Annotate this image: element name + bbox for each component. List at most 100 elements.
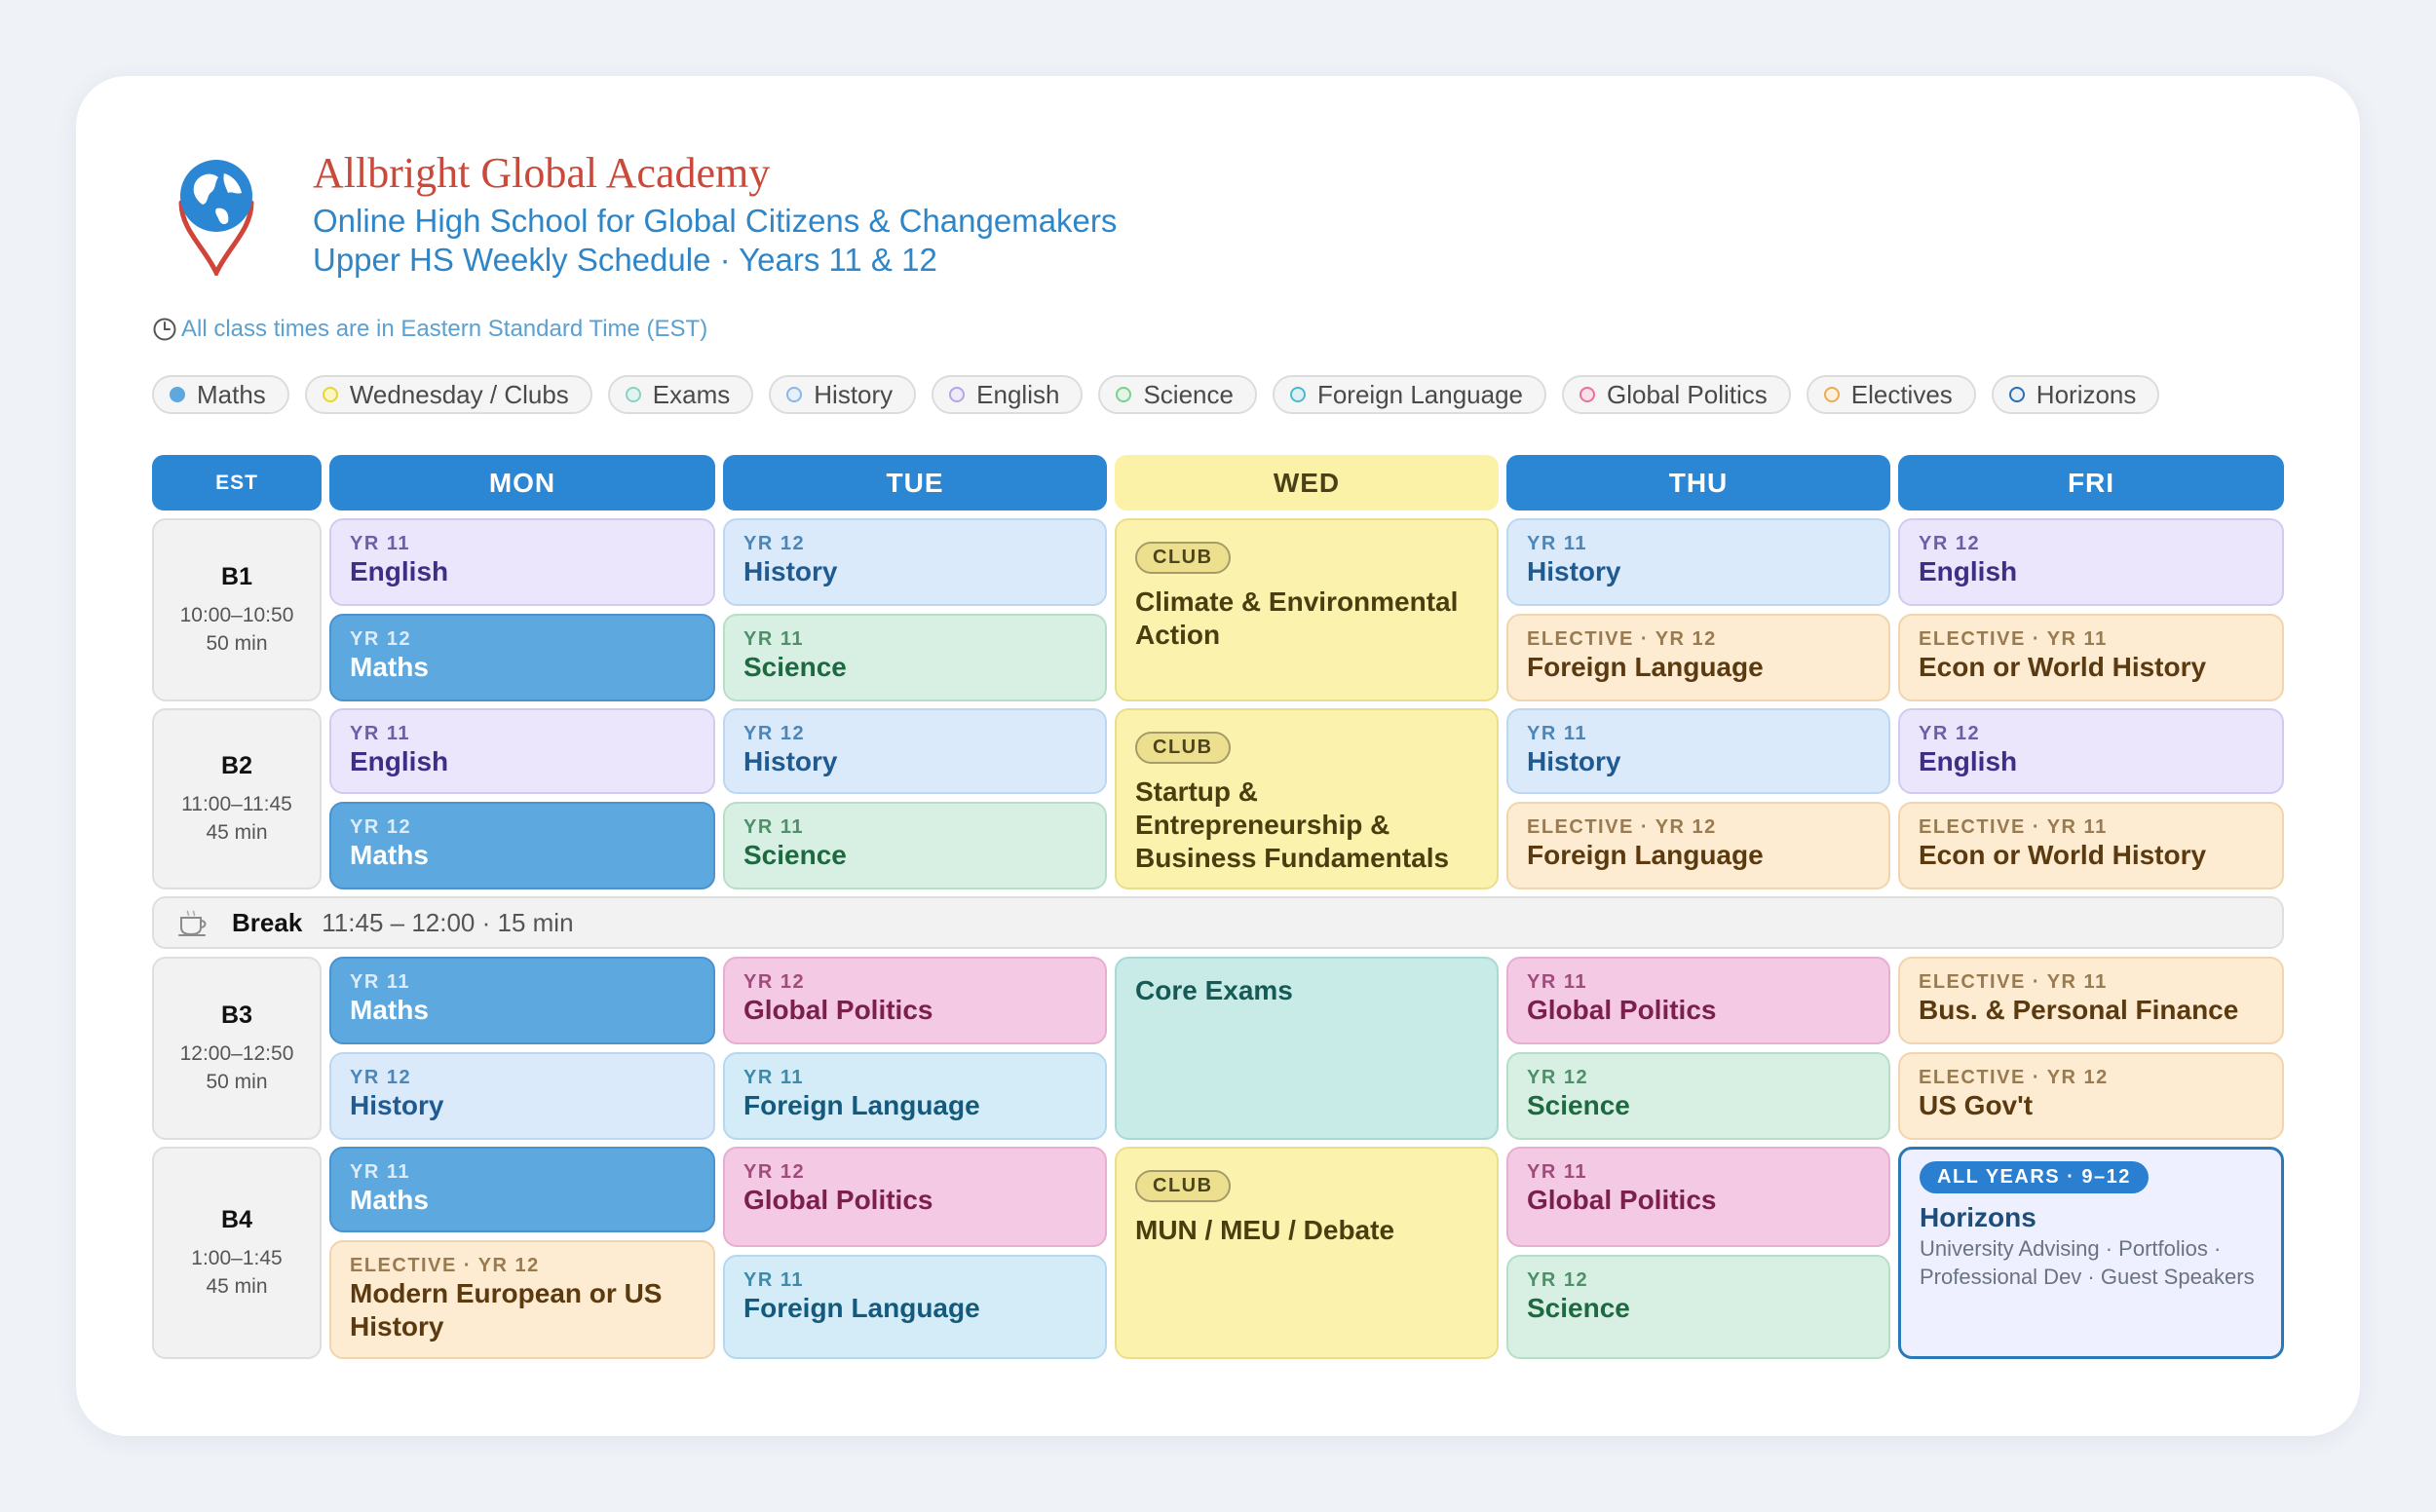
class-card[interactable]: YR 11 English <box>329 708 715 794</box>
class-card[interactable]: YR 11 Global Politics <box>1506 1147 1890 1247</box>
class-card[interactable]: YR 12 Science <box>1506 1052 1890 1140</box>
break-bar: Break 11:45 – 12:00 · 15 min <box>152 896 2284 949</box>
class-name: English <box>1919 556 2018 586</box>
club-card[interactable]: CLUB Climate & Environmental Action <box>1115 518 1499 701</box>
class-tag: YR 11 <box>743 1067 804 1088</box>
header-tue: TUE <box>723 455 1107 510</box>
legend-dot <box>1289 387 1306 402</box>
slot-label: B3 <box>221 1001 252 1029</box>
class-card[interactable]: ELECTIVE · YR 12 Foreign Language <box>1506 802 1890 889</box>
class-name: Econ or World History <box>1919 840 2207 870</box>
class-card[interactable]: YR 12 Science <box>1506 1255 1890 1359</box>
class-tag: YR 11 <box>350 533 410 554</box>
legend-horizons[interactable]: Horizons <box>1991 375 2160 414</box>
class-tag: YR 11 <box>350 723 410 744</box>
legend-exams[interactable]: Exams <box>607 375 754 414</box>
legend-dot <box>1580 387 1596 402</box>
class-card[interactable]: YR 11 English <box>329 518 715 606</box>
schedule-title: Upper HS Weekly Schedule · Years 11 & 12 <box>313 242 937 278</box>
class-card[interactable]: YR 11 History <box>1506 708 1890 794</box>
class-name: Science <box>1527 1293 1630 1323</box>
legend-label: Electives <box>1850 379 1953 409</box>
coffee-cup-icon <box>178 910 207 936</box>
break-details: 11:45 – 12:00 · 15 min <box>322 907 574 937</box>
class-card[interactable]: YR 12 English <box>1898 518 2284 606</box>
class-card[interactable]: YR 11 Science <box>723 614 1107 701</box>
class-card[interactable]: ELECTIVE · YR 12 Foreign Language <box>1506 614 1890 701</box>
slot-b2: B2 11:00–11:45 45 min <box>152 708 322 889</box>
class-card[interactable]: YR 12 History <box>723 518 1107 606</box>
slot-b1: B1 10:00–10:50 50 min <box>152 518 322 701</box>
class-name: English <box>350 556 449 586</box>
tagline: Online High School for Global Citizens &… <box>313 203 1118 239</box>
class-card[interactable]: ELECTIVE · YR 12 Modern European or US Hi… <box>329 1240 715 1359</box>
club-card[interactable]: CLUB Startup & Entrepreneurship & Busines… <box>1115 708 1499 889</box>
legend-foreign-language[interactable]: Foreign Language <box>1272 375 1547 414</box>
class-name: Global Politics <box>743 1185 933 1215</box>
slot-label: B4 <box>221 1205 252 1233</box>
slot-duration: 50 min <box>206 1070 268 1093</box>
class-card[interactable]: YR 12 Maths <box>329 802 715 889</box>
class-name: Climate & Environmental Action <box>1135 586 1459 650</box>
class-tag: YR 12 <box>1527 1067 1589 1088</box>
class-card[interactable]: YR 12 English <box>1898 708 2284 794</box>
class-tag: YR 12 <box>1919 533 1981 554</box>
legend-wednesday-clubs[interactable]: Wednesday / Clubs <box>304 375 592 414</box>
slot-label: B1 <box>221 562 252 590</box>
legend-label: Maths <box>197 379 266 409</box>
slot-duration: 45 min <box>206 1274 268 1298</box>
slot-time: 1:00–1:45 <box>191 1246 283 1269</box>
class-card[interactable]: YR 11 Global Politics <box>1506 957 1890 1044</box>
class-card[interactable]: YR 12 Global Politics <box>723 1147 1107 1247</box>
class-tag: YR 12 <box>743 1161 806 1183</box>
class-card[interactable]: YR 12 Maths <box>329 614 715 701</box>
class-name: US Gov't <box>1919 1090 2034 1120</box>
class-tag: YR 11 <box>743 816 804 838</box>
legend-english[interactable]: English <box>932 375 1084 414</box>
horizons-card[interactable]: ALL YEARS · 9–12 Horizons University Adv… <box>1898 1147 2284 1359</box>
class-card[interactable]: YR 11 Science <box>723 802 1107 889</box>
class-name: Global Politics <box>1527 995 1717 1025</box>
class-card[interactable]: YR 11 Foreign Language <box>723 1255 1107 1359</box>
class-card[interactable]: YR 11 Foreign Language <box>723 1052 1107 1140</box>
class-card[interactable]: YR 11 Maths <box>329 957 715 1044</box>
class-tag: YR 11 <box>1527 1161 1587 1183</box>
class-name: Foreign Language <box>743 1090 980 1120</box>
legend-global-politics[interactable]: Global Politics <box>1562 375 1791 414</box>
club-card[interactable]: CLUB MUN / MEU / Debate <box>1115 1147 1499 1359</box>
class-name: Maths <box>350 995 429 1025</box>
legend-dot <box>786 387 803 402</box>
class-tag: ELECTIVE · YR 12 <box>1527 816 1717 838</box>
class-name: Science <box>743 840 847 870</box>
class-card[interactable]: YR 11 History <box>1506 518 1890 606</box>
slot-b3: B3 12:00–12:50 50 min <box>152 957 322 1140</box>
legend-history[interactable]: History <box>769 375 917 414</box>
class-card[interactable]: YR 12 Global Politics <box>723 957 1107 1044</box>
class-tag: YR 11 <box>743 1269 804 1291</box>
class-tag: YR 12 <box>743 533 806 554</box>
class-card[interactable]: YR 12 History <box>329 1052 715 1140</box>
legend-dot <box>949 387 966 402</box>
class-card[interactable]: YR 11 Maths <box>329 1147 715 1232</box>
class-card[interactable]: YR 12 History <box>723 708 1107 794</box>
slot-b4: B4 1:00–1:45 45 min <box>152 1147 322 1359</box>
class-card[interactable]: ELECTIVE · YR 11 Bus. & Personal Finance <box>1898 957 2284 1044</box>
class-card[interactable]: ELECTIVE · YR 11 Econ or World History <box>1898 802 2284 889</box>
legend-science[interactable]: Science <box>1098 375 1257 414</box>
class-tag: YR 12 <box>350 816 412 838</box>
class-tag: YR 12 <box>350 628 412 650</box>
class-card[interactable]: ELECTIVE · YR 11 Econ or World History <box>1898 614 2284 701</box>
class-tag: ELECTIVE · YR 11 <box>1919 628 2108 650</box>
class-tag: YR 11 <box>350 1161 410 1183</box>
class-tag: YR 11 <box>1527 723 1587 744</box>
legend-maths[interactable]: Maths <box>152 375 289 414</box>
club-badge: CLUB <box>1135 542 1231 574</box>
class-tag: ELECTIVE · YR 11 <box>1919 971 2108 993</box>
class-card[interactable]: ELECTIVE · YR 12 US Gov't <box>1898 1052 2284 1140</box>
class-tag: YR 12 <box>1919 723 1981 744</box>
legend-electives[interactable]: Electives <box>1806 375 1976 414</box>
class-name: Maths <box>350 840 429 870</box>
class-tag: ELECTIVE · YR 12 <box>1527 628 1717 650</box>
exams-card[interactable]: Core Exams <box>1115 957 1499 1140</box>
legend-label: Foreign Language <box>1316 379 1524 409</box>
